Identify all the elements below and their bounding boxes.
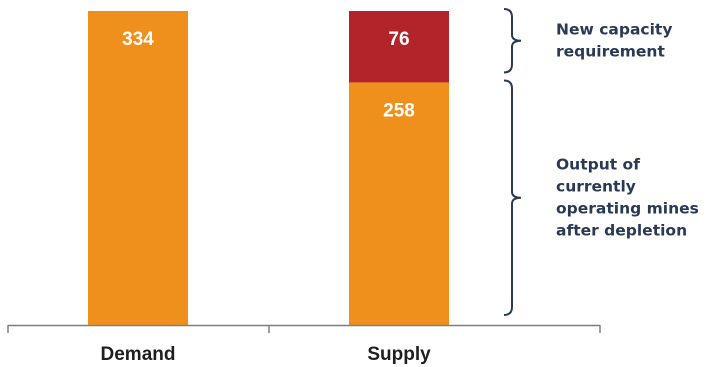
data-label-supply-series-1: 76 [388, 29, 409, 50]
bar-demand-series-0 [88, 11, 188, 325]
annotation-line: New capacity [556, 21, 672, 39]
annotation-bracket-1 [503, 79, 522, 316]
annotation-bracket-0 [503, 8, 522, 74]
data-label-supply-series-0: 258 [383, 100, 415, 121]
annotation-line: Output of [556, 156, 640, 174]
annotation-text-0: New capacity requirement [556, 21, 672, 61]
bar-supply-series-0 [349, 82, 449, 326]
annotation-line: operating mines [556, 200, 699, 218]
annotation-line: after depletion [556, 222, 687, 240]
data-label-demand-series-0: 334 [122, 29, 154, 50]
annotation-line: requirement [556, 43, 665, 61]
bar-supply-series-1 [349, 11, 449, 83]
x-tick-label-supply: Supply [367, 344, 431, 365]
x-tick-label-demand: Demand [101, 344, 176, 365]
annotation-text-1: Output of currently operating mines after d… [556, 156, 699, 240]
annotation-line: currently [556, 178, 636, 196]
